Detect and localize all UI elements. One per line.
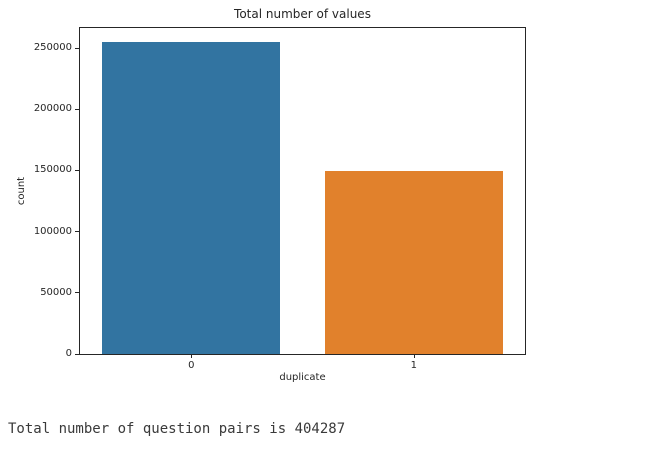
y-tick-label: 200000 bbox=[33, 103, 72, 115]
console-line: Total number of question pairs is 404287 bbox=[8, 421, 346, 437]
y-tick-label: 100000 bbox=[33, 225, 72, 237]
y-tick-label: 150000 bbox=[33, 164, 72, 176]
y-axis-label: count bbox=[16, 176, 27, 206]
x-tick-label: 1 bbox=[410, 360, 417, 371]
x-tick-mark bbox=[191, 354, 193, 358]
y-tick-mark bbox=[75, 169, 79, 171]
plot-area bbox=[79, 27, 526, 355]
bar-chart-figure: Total number of values count duplicate 0… bbox=[16, 7, 526, 383]
y-tick-mark bbox=[75, 292, 79, 294]
x-tick-mark bbox=[413, 354, 415, 358]
bar-1 bbox=[324, 171, 503, 354]
y-tick-label: 250000 bbox=[33, 42, 72, 54]
bar-0 bbox=[102, 41, 281, 354]
y-tick-mark bbox=[75, 231, 79, 233]
chart-title: Total number of values bbox=[234, 7, 371, 21]
x-tick-label: 0 bbox=[188, 360, 195, 371]
y-tick-label: 0 bbox=[65, 348, 72, 359]
x-axis-label: duplicate bbox=[279, 372, 326, 383]
y-tick-label: 50000 bbox=[40, 286, 72, 298]
y-tick-mark bbox=[75, 353, 79, 355]
console-output: Total number of question pairs is 404287… bbox=[8, 387, 598, 453]
y-tick-mark bbox=[75, 47, 79, 49]
y-tick-mark bbox=[75, 108, 79, 110]
